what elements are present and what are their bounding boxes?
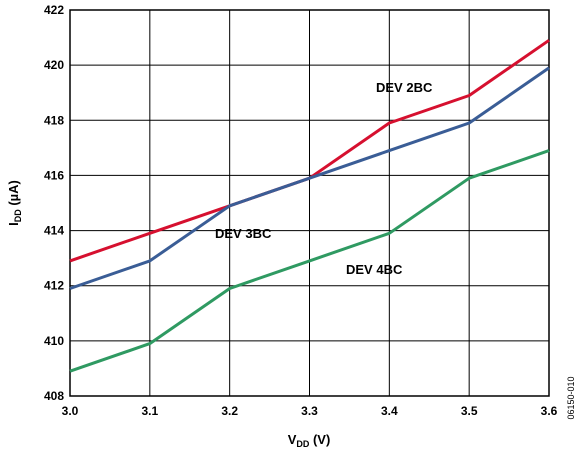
- x-tick-label: 3.6: [541, 404, 558, 418]
- x-tick-label: 3.2: [221, 404, 238, 418]
- x-tick-labels: 3.0 3.1 3.2 3.3 3.4 3.5 3.6: [62, 404, 558, 418]
- x-tick-label: 3.5: [461, 404, 478, 418]
- figure-id: 06150-010: [566, 376, 576, 419]
- y-tick-label: 412: [44, 279, 64, 293]
- annotation-dev-2bc: DEV 2BC: [376, 80, 433, 95]
- x-tick-label: 3.0: [62, 404, 79, 418]
- x-axis-label: VDD (V): [288, 432, 331, 449]
- y-tick-label: 408: [44, 389, 64, 403]
- annotation-dev-4bc: DEV 4BC: [346, 262, 403, 277]
- y-tick-label: 416: [44, 168, 64, 182]
- grid: [69, 9, 550, 397]
- x-tick-label: 3.4: [381, 404, 398, 418]
- x-tick-label: 3.1: [141, 404, 158, 418]
- series-line-dev-3bc: [69, 66, 550, 290]
- series-line-dev-4bc: [69, 149, 550, 373]
- plot-frame: [69, 9, 550, 397]
- y-tick-label: 418: [44, 113, 64, 127]
- y-tick-label: 414: [44, 224, 64, 238]
- y-tick-label: 420: [44, 58, 64, 72]
- annotation-dev-3bc: DEV 3BC: [215, 226, 272, 241]
- y-tick-labels: 408 410 412 414 416 418 420 422: [44, 3, 64, 403]
- y-tick-label: 410: [44, 334, 64, 348]
- y-tick-label: 422: [44, 3, 64, 17]
- series-lines: [69, 39, 550, 373]
- x-tick-label: 3.3: [301, 404, 318, 418]
- y-axis-label: IDD (µA): [6, 180, 23, 226]
